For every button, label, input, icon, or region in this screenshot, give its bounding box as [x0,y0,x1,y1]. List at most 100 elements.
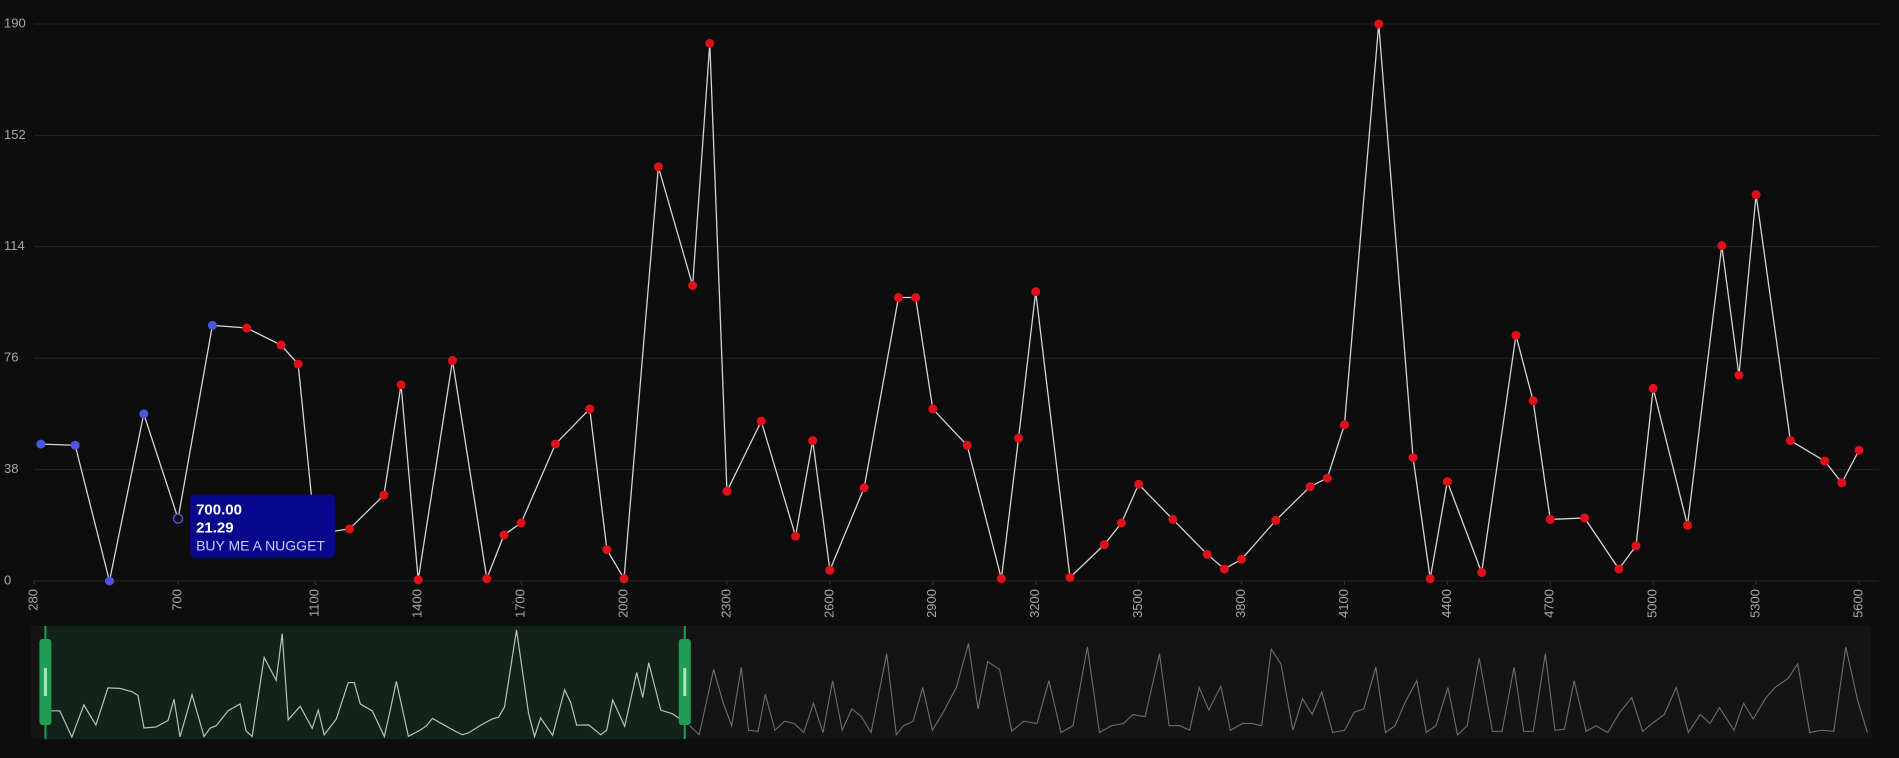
navigator-handle-grip [43,668,47,696]
x-tick-label: 3500 [1130,589,1145,618]
x-tick-label: 5300 [1748,589,1763,618]
data-point [293,359,303,369]
y-tick-label: 190 [4,15,26,30]
series-line [40,23,1860,582]
data-point [1425,574,1435,584]
data-point [379,490,389,500]
data-point [1545,514,1555,524]
data-point [1580,513,1590,523]
hovered-point [172,513,184,524]
data-point [550,439,560,449]
data-point [1202,549,1212,559]
x-tick-label: 700 [170,589,185,611]
y-tick-label: 152 [4,127,26,142]
data-point [1408,453,1418,463]
data-point [1528,396,1538,406]
x-tick-label: 2300 [718,589,733,618]
data-point [1014,433,1024,443]
data-point [1614,564,1624,574]
data-point [1734,370,1744,380]
data-point [756,416,766,426]
data-point [1820,456,1830,466]
data-point [808,436,818,446]
data-point [207,320,217,330]
data-point [585,404,595,414]
y-tick-label: 114 [4,238,25,253]
data-point [1322,473,1332,483]
x-tick-label: 5600 [1850,589,1865,618]
data-point [1374,19,1384,29]
x-tick-label: 4100 [1336,589,1351,618]
x-tick-label: 5000 [1645,589,1660,618]
navigator-handle-grip [683,668,687,696]
tooltip-text: BUY ME A NUGGET [196,537,325,553]
data-point [928,404,938,414]
data-point [1116,518,1126,528]
data-point [1837,478,1847,488]
data-point [1168,514,1178,524]
data-point [911,293,921,303]
data-point [1682,520,1692,530]
data-point [482,574,492,584]
navigator-window [45,626,685,739]
data-point [499,530,509,540]
data-point [602,545,612,555]
data-point [413,575,423,585]
tooltip: 700.00 21.29 BUY ME A NUGGET [190,494,336,558]
data-point [1031,287,1041,297]
data-point [1305,482,1315,492]
x-tick-label: 4400 [1439,589,1454,618]
data-point [705,38,715,48]
data-point [1065,572,1075,582]
y-tick-label: 38 [4,461,18,476]
data-point [1477,567,1487,577]
navigator [39,626,1868,739]
x-tick-label: 1700 [513,589,528,618]
data-point [1785,436,1795,446]
x-tick-label: 2000 [615,589,630,618]
data-point [962,440,972,450]
data-point [36,439,46,449]
data-point [1751,190,1761,200]
x-tick-label: 2900 [924,589,939,618]
data-point [619,574,629,584]
data-point [104,576,114,586]
y-tick-label: 76 [4,350,18,365]
data-point [893,293,903,303]
data-point [1631,541,1641,551]
x-tick-label: 1100 [307,589,322,617]
data-point [516,518,526,528]
data-point [345,524,355,534]
data-point [825,565,835,575]
x-tick-label: 280 [25,589,40,611]
data-point [276,340,286,350]
data-point [1854,445,1864,455]
data-point [139,409,149,419]
tooltip-x: 700.00 [196,502,242,519]
tooltip-box [190,494,336,558]
data-point [1219,564,1229,574]
data-point [1099,540,1109,550]
data-point [1442,477,1452,487]
data-point [396,380,406,390]
x-tick-label: 3200 [1027,589,1042,618]
navigator-line-selected [47,629,686,739]
data-point [996,574,1006,584]
data-point [1271,515,1281,525]
x-tick-label: 2600 [821,589,836,618]
data-point [1134,479,1144,489]
data-point [1717,241,1727,251]
x-tick-label: 1400 [410,589,425,618]
x-tick-label: 4700 [1542,589,1557,618]
data-point [448,356,458,366]
data-point [1511,330,1521,340]
x-tick-label: 3800 [1233,589,1248,618]
navigator-line [689,643,1868,737]
data-point [242,323,252,333]
tooltip-y: 21.29 [196,520,234,537]
y-tick-label: 0 [4,572,11,587]
data-point [1339,420,1349,430]
data-point [791,531,801,541]
data-point [1648,383,1658,393]
